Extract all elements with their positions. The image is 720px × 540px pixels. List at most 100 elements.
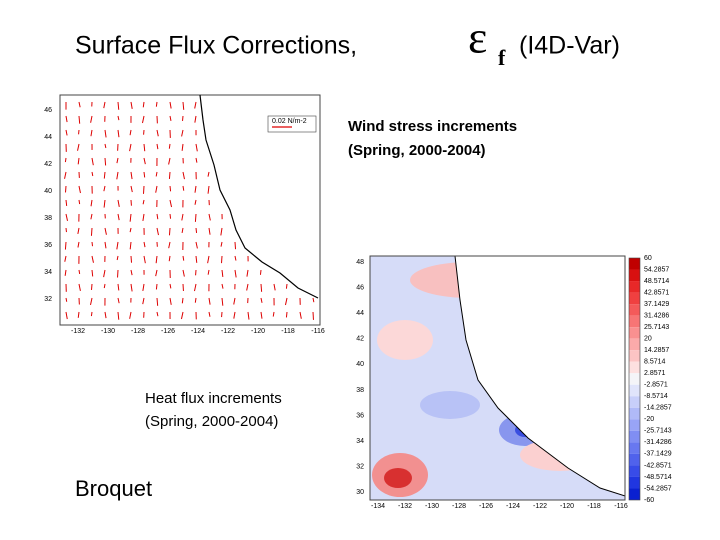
wind-vector [169,101,172,109]
wind-vector [103,199,106,208]
wind-vector [169,185,172,192]
wind-vector [194,115,197,123]
wind-vector [78,185,81,194]
wind-vector [207,171,210,177]
wind-vector [143,143,146,152]
title-suffix: (I4D-Var) [519,32,620,60]
caption: Heat flux increments [145,390,282,407]
wind-vector [103,269,106,278]
wind-vector [116,157,119,164]
wind-vector [117,101,120,110]
title-subscript: f [498,45,506,70]
wind-vector [169,199,173,208]
colorbar-swatch [629,396,640,408]
x-tick-label: -124 [191,328,205,335]
colorbar-frame [628,257,641,501]
wind-vector [156,213,159,220]
wind-vector [285,283,288,289]
wind-vector [65,129,68,136]
colorbar-swatch [629,419,640,431]
wind-vector [65,297,68,302]
y-tick-label: 32 [44,296,52,303]
wind-vector [247,311,250,320]
wind-vector [234,255,237,261]
wind-vector [181,297,184,304]
x-tick-label: -122 [533,503,547,510]
wind-vector [195,157,198,163]
wind-vector [208,227,211,235]
wind-vector [64,269,67,276]
wind-vector [104,241,107,249]
colorbar-swatch [629,338,640,351]
contour [420,391,480,419]
wind-vector [155,101,158,107]
wind-vector [195,143,198,152]
wind-vector [207,185,210,194]
y-tick-label: 46 [44,107,52,114]
y-tick-label: 32 [356,464,364,471]
wind-vector [117,115,120,121]
wind-vector [117,283,120,291]
wind-vector [104,311,107,319]
wind-vector [182,185,185,191]
wind-vector [156,311,159,317]
caption: (Spring, 2000-2004) [348,142,486,159]
colorbar-swatch [629,292,640,305]
colorbar-swatch [629,361,640,374]
wind-vector [117,311,120,320]
wind-vector [142,101,145,108]
wind-vector [130,269,133,276]
colorbar-swatch [629,281,640,293]
colorbar-label: 25.7143 [644,324,669,331]
colorbar-label: 48.5714 [644,278,669,285]
wind-vector [64,241,67,250]
y-tick-label: 36 [356,412,364,419]
wind-vector [103,185,106,192]
wind-vector [130,255,133,263]
x-tick-label: -126 [161,328,175,335]
heat-map-frame [369,255,626,501]
wind-vector [221,269,224,277]
wind-vector [142,185,145,194]
wind-vector [78,269,81,275]
wind-vector [90,199,93,207]
wind-vector [142,283,145,292]
wind-vector [64,157,67,163]
wind-vector [104,143,107,149]
colorbar-swatch [629,453,640,466]
x-tick-label: -124 [506,503,520,510]
wind-vector [129,213,132,222]
wind-vector [194,199,197,205]
wind-vector [142,297,145,305]
wind-vector [129,227,132,233]
wind-vector [129,143,132,152]
wind-vector [91,269,94,277]
wind-vector [181,213,184,221]
wind-vector [78,199,81,205]
wind-vector [169,283,172,289]
wind-vector [182,101,185,110]
wind-vector [116,171,119,180]
y-tick-label: 38 [44,215,52,222]
wind-vector [90,227,93,236]
wind-vector [155,283,158,290]
colorbar-swatch [629,304,640,316]
wind-vector [194,297,197,303]
colorbar-swatch [629,327,640,339]
wind-vector [103,101,106,109]
wind-vector [65,213,68,222]
y-tick-label: 44 [356,310,364,317]
wind-vector [182,171,185,180]
wind-vector [234,269,237,278]
wind-vector [299,311,302,319]
wind-vector [77,227,80,235]
wind-vector [117,213,120,221]
wind-vector [129,129,132,136]
wind-vector [208,311,211,317]
colorbar-label: 2.8571 [644,370,666,377]
wind-vector [195,241,198,249]
wind-vector [77,311,80,318]
wind-vector [285,311,288,318]
